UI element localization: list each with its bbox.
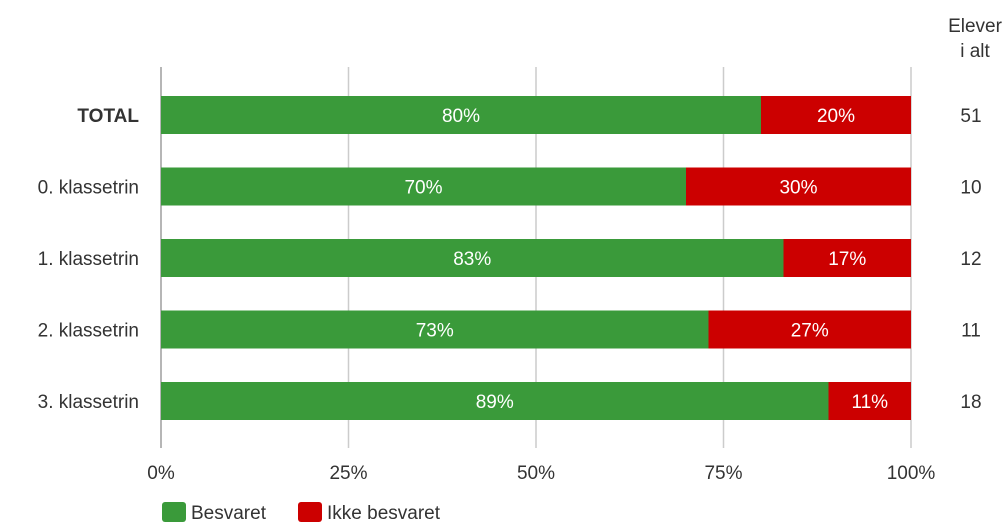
- bar-value-label: 30%: [779, 178, 817, 199]
- bar-segment-ikke-besvaret: [686, 167, 911, 206]
- legend-swatch-besvaret: [162, 502, 186, 522]
- bar-value-label: 73%: [416, 321, 454, 342]
- bar-value-label: 20%: [817, 106, 855, 127]
- legend-label-besvaret: Besvaret: [191, 503, 267, 524]
- category-labels: TOTAL 0. klassetrin 1. klassetrin 2. klasse…: [38, 106, 140, 413]
- totals-column: Elever i alt 51 10 12 11 18: [948, 16, 1003, 413]
- totals-header-line-1: Elever: [948, 16, 1003, 37]
- bar-segment-besvaret: [161, 310, 709, 349]
- bar-segment-ikke-besvaret: [828, 382, 911, 420]
- legend-swatch-ikke-besvaret: [298, 502, 322, 522]
- bar-segment-ikke-besvaret: [708, 310, 911, 349]
- total-value: 10: [960, 178, 981, 199]
- bar-segment-besvaret: [161, 96, 761, 134]
- x-tick-label: 25%: [329, 463, 367, 484]
- category-label: 3. klassetrin: [38, 392, 139, 413]
- category-label: 2. klassetrin: [38, 321, 139, 342]
- category-label: TOTAL: [77, 106, 139, 127]
- legend: Besvaret Ikke besvaret: [162, 502, 441, 524]
- bar-value-label: 17%: [828, 249, 866, 270]
- bar-segment-besvaret: [161, 167, 686, 206]
- bar-value-label: 70%: [404, 178, 442, 199]
- x-tick-label: 50%: [517, 463, 555, 484]
- category-label: 0. klassetrin: [38, 178, 139, 199]
- bar-segment-besvaret: [161, 239, 784, 277]
- bar-value-label: 83%: [453, 249, 491, 270]
- totals-header-line-2: i alt: [960, 41, 990, 62]
- bar-value-label: 11%: [851, 392, 888, 413]
- x-tick-labels: 0% 25% 50% 75% 100%: [147, 463, 935, 484]
- bar-segment-besvaret: [161, 382, 829, 420]
- bar-value-label: 89%: [476, 392, 514, 413]
- category-label: 1. klassetrin: [38, 249, 139, 270]
- x-tick-label: 75%: [704, 463, 742, 484]
- bar-segment-ikke-besvaret: [761, 96, 911, 134]
- bar-value-label: 80%: [442, 106, 480, 127]
- total-value: 11: [961, 321, 981, 342]
- x-tick-label: 100%: [887, 463, 936, 484]
- x-tick-label: 0%: [147, 463, 175, 484]
- bars: 80% 20% 70% 30% 83% 17% 73% 27% 89% 11%: [161, 96, 911, 420]
- total-value: 12: [960, 249, 981, 270]
- total-value: 18: [960, 392, 981, 413]
- legend-label-ikke-besvaret: Ikke besvaret: [327, 503, 441, 524]
- bar-segment-ikke-besvaret: [783, 239, 911, 277]
- bar-value-label: 27%: [791, 321, 829, 342]
- total-value: 51: [960, 106, 981, 127]
